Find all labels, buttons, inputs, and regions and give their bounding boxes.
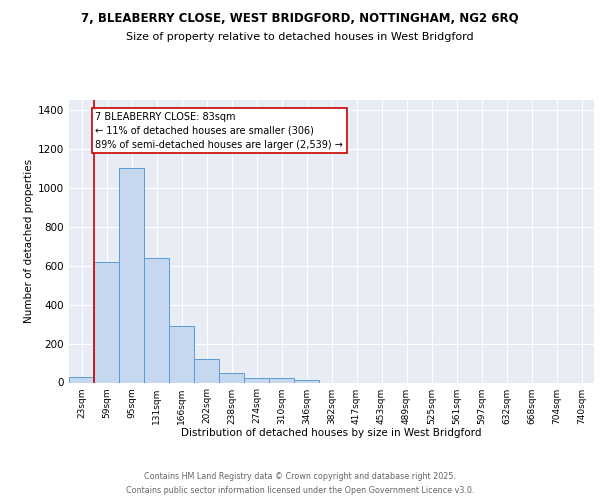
Text: 7, BLEABERRY CLOSE, WEST BRIDGFORD, NOTTINGHAM, NG2 6RQ: 7, BLEABERRY CLOSE, WEST BRIDGFORD, NOTT…: [81, 12, 519, 26]
Bar: [244, 378, 269, 382]
Text: Contains public sector information licensed under the Open Government Licence v3: Contains public sector information licen…: [126, 486, 474, 495]
Bar: [194, 359, 219, 382]
Bar: [294, 380, 319, 382]
Text: Size of property relative to detached houses in West Bridgford: Size of property relative to detached ho…: [126, 32, 474, 42]
Text: Contains HM Land Registry data © Crown copyright and database right 2025.: Contains HM Land Registry data © Crown c…: [144, 472, 456, 481]
Bar: [94, 262, 119, 382]
Bar: [119, 168, 144, 382]
Text: 7 BLEABERRY CLOSE: 83sqm
← 11% of detached houses are smaller (306)
89% of semi-: 7 BLEABERRY CLOSE: 83sqm ← 11% of detach…: [95, 112, 343, 150]
X-axis label: Distribution of detached houses by size in West Bridgford: Distribution of detached houses by size …: [181, 428, 482, 438]
Y-axis label: Number of detached properties: Number of detached properties: [24, 159, 34, 324]
Bar: [269, 378, 294, 382]
Bar: [219, 373, 244, 382]
Bar: [169, 326, 194, 382]
Bar: [69, 376, 94, 382]
Bar: [144, 258, 169, 382]
